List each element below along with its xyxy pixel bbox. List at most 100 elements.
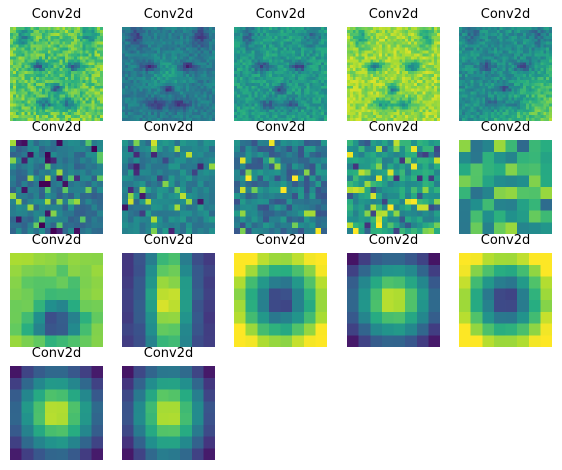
pixel	[36, 29, 40, 34]
pixel	[200, 65, 204, 69]
pixel	[324, 74, 327, 78]
pixel	[286, 50, 290, 54]
pixel	[525, 41, 530, 45]
pixel	[408, 32, 412, 37]
pixel	[286, 100, 290, 104]
pixel	[174, 97, 178, 101]
pixel	[405, 56, 409, 60]
pixel	[94, 38, 98, 42]
pixel	[44, 62, 49, 66]
pixel	[248, 47, 252, 51]
pixel	[464, 74, 469, 78]
pixel	[203, 100, 207, 104]
pixel	[18, 29, 22, 34]
pixel	[467, 94, 471, 98]
pixel	[405, 109, 409, 113]
pixel	[79, 103, 83, 107]
pixel	[127, 74, 132, 78]
pixel	[53, 41, 57, 45]
pixel	[303, 35, 307, 40]
pixel	[21, 109, 25, 113]
pixel	[546, 97, 550, 101]
pixel	[437, 97, 440, 101]
pixel	[47, 100, 51, 104]
pixel	[268, 112, 273, 116]
pixel	[209, 91, 213, 95]
pixel	[537, 76, 541, 81]
pixel	[203, 91, 207, 95]
pixel	[499, 106, 503, 110]
pixel	[428, 100, 432, 104]
pixel	[263, 65, 267, 69]
pixel	[361, 27, 365, 31]
pixel	[280, 97, 284, 101]
pixel	[200, 118, 204, 121]
pixel	[73, 94, 78, 98]
pixel	[531, 56, 535, 60]
pixel	[517, 41, 521, 45]
pixel	[91, 91, 95, 95]
pixel	[139, 41, 143, 45]
pixel	[482, 76, 486, 81]
pixel	[280, 47, 284, 51]
pixel	[130, 109, 134, 113]
pixel	[387, 94, 391, 98]
pixel	[156, 65, 161, 69]
pixel	[21, 50, 25, 54]
pixel	[437, 50, 440, 54]
pixel	[437, 27, 440, 31]
pixel	[511, 74, 515, 78]
pixel	[425, 68, 429, 72]
pixel	[185, 59, 190, 63]
pixel	[234, 38, 238, 42]
pixel	[21, 103, 25, 107]
pixel	[254, 109, 258, 113]
pixel	[239, 118, 244, 121]
pixel	[79, 38, 83, 42]
pixel	[153, 44, 158, 48]
pixel	[209, 65, 213, 69]
pixel	[165, 71, 169, 75]
pixel	[171, 71, 175, 75]
pixel	[367, 97, 371, 101]
pixel	[367, 53, 371, 57]
pixel	[265, 41, 270, 45]
pixel	[309, 118, 313, 121]
pixel	[431, 74, 435, 78]
pixel	[174, 71, 178, 75]
pixel	[263, 88, 267, 92]
pixel	[100, 118, 103, 121]
pixel	[537, 44, 541, 48]
pixel	[286, 85, 290, 89]
pixel	[315, 32, 319, 37]
pixel	[41, 79, 46, 84]
pixel	[470, 94, 474, 98]
pixel	[373, 85, 377, 89]
panel-title: Conv2d	[31, 7, 82, 22]
pixel	[242, 41, 246, 45]
pixel	[476, 50, 480, 54]
pixel	[355, 76, 359, 81]
pixel	[496, 27, 500, 31]
pixel	[27, 97, 31, 101]
pixel	[85, 88, 89, 92]
pixel	[410, 112, 415, 116]
pixel	[254, 53, 258, 57]
pixel	[97, 71, 101, 75]
pixel	[59, 88, 63, 92]
pixel	[257, 35, 261, 40]
pixel	[306, 94, 310, 98]
pixel	[315, 59, 319, 63]
pixel	[402, 71, 406, 75]
pixel	[496, 100, 500, 104]
pixel	[39, 47, 43, 51]
pixel	[347, 68, 351, 72]
pixel	[370, 41, 374, 45]
pixel	[459, 74, 463, 78]
pixel	[15, 76, 20, 81]
pixel	[185, 79, 190, 84]
pixel	[254, 91, 258, 95]
pixel	[437, 47, 440, 51]
pixel	[50, 100, 54, 104]
pixel	[384, 62, 388, 66]
